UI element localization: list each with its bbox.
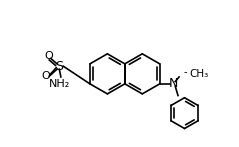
Text: S: S (55, 60, 63, 73)
Text: O: O (42, 71, 50, 81)
Text: O: O (44, 51, 53, 61)
Text: -: - (184, 67, 187, 77)
Text: N: N (169, 77, 178, 90)
Text: CH₃: CH₃ (189, 69, 208, 79)
Text: NH₂: NH₂ (49, 79, 70, 89)
